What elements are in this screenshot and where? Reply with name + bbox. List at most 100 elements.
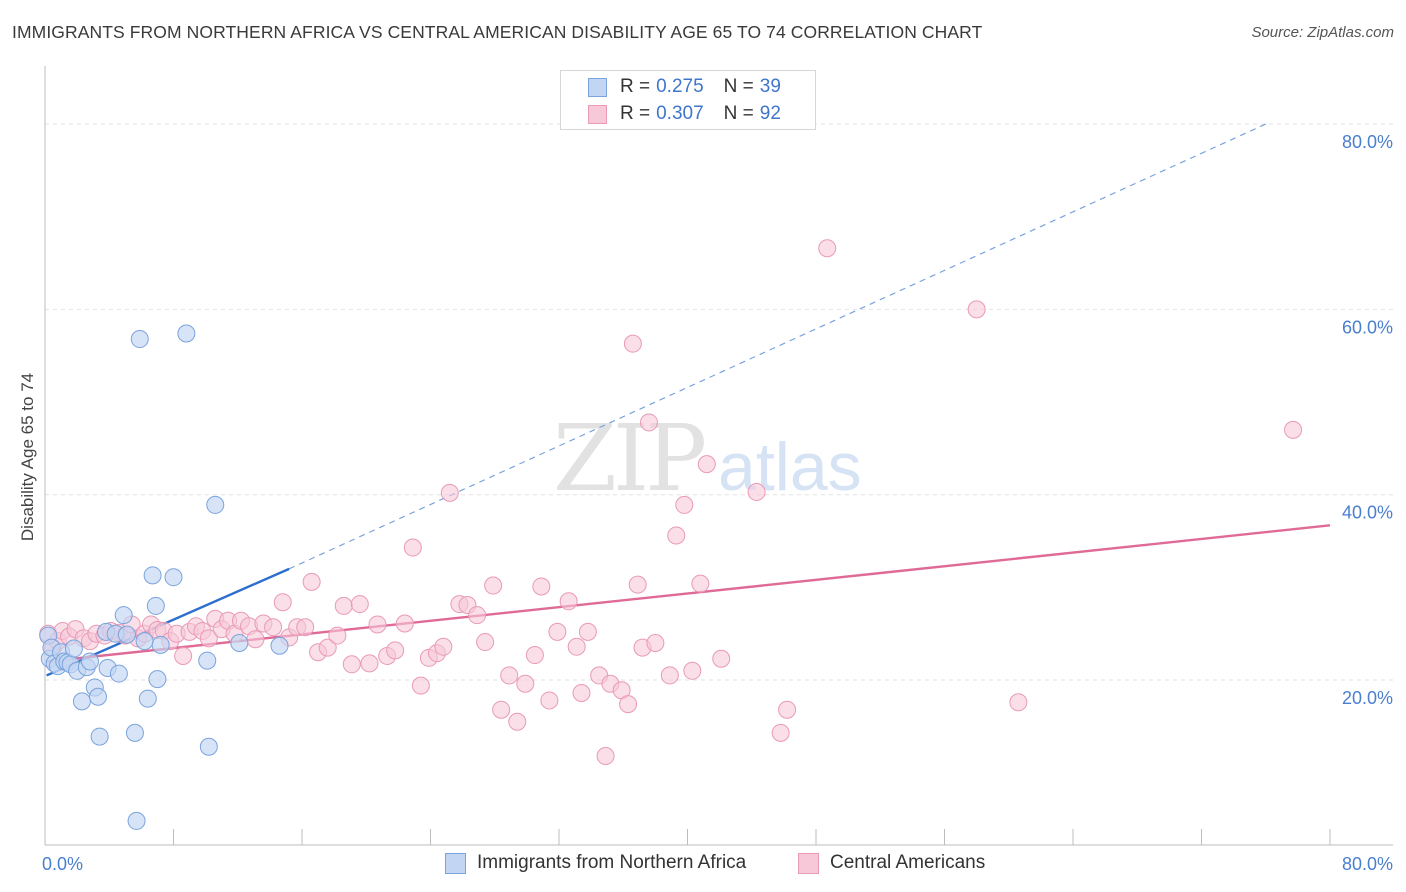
data-point-central-americans bbox=[683, 661, 702, 680]
data-point-central-americans bbox=[246, 630, 265, 649]
data-point-central-americans bbox=[747, 482, 766, 501]
data-point-northern-africa bbox=[146, 596, 165, 615]
data-point-central-americans bbox=[667, 526, 686, 545]
data-point-northern-africa bbox=[138, 689, 157, 708]
data-point-northern-africa bbox=[72, 692, 91, 711]
legend-row-northern-africa: R = 0.275 N = 39 bbox=[561, 74, 781, 100]
legend-row-central-americans: R = 0.307 N = 92 bbox=[561, 101, 781, 127]
data-point-central-americans bbox=[199, 629, 218, 648]
data-point-central-americans bbox=[492, 700, 511, 719]
data-point-northern-africa bbox=[151, 635, 170, 654]
series-northern-africa-points bbox=[39, 324, 289, 830]
data-point-northern-africa bbox=[230, 633, 249, 652]
data-point-central-americans bbox=[675, 495, 694, 514]
data-point-central-americans bbox=[567, 637, 586, 656]
data-point-central-americans bbox=[350, 595, 369, 614]
y-tick-label: 40.0% bbox=[1342, 503, 1393, 523]
data-point-central-americans bbox=[360, 654, 379, 673]
y-tick-label: 20.0% bbox=[1342, 688, 1393, 708]
watermark-zip: ZIP bbox=[553, 405, 704, 512]
data-point-central-americans bbox=[572, 684, 591, 703]
data-point-central-americans bbox=[440, 483, 459, 502]
legend-swatch-northern-africa bbox=[445, 852, 466, 874]
legend-label-central-americans: Central Americans bbox=[830, 852, 986, 873]
data-point-northern-africa bbox=[148, 670, 167, 689]
data-point-northern-africa bbox=[89, 687, 108, 706]
legend-r-label: R = bbox=[620, 76, 651, 97]
legend-swatch-central-americans bbox=[588, 104, 607, 124]
legend-n-label: N = bbox=[723, 103, 754, 124]
data-point-northern-africa bbox=[109, 664, 128, 683]
data-point-central-americans bbox=[296, 618, 315, 637]
legend-n-label: N = bbox=[723, 76, 754, 97]
data-point-northern-africa bbox=[270, 636, 289, 655]
data-point-northern-africa bbox=[90, 727, 109, 746]
data-point-central-americans bbox=[476, 633, 495, 652]
data-point-northern-africa bbox=[114, 606, 133, 625]
data-point-central-americans bbox=[328, 626, 347, 645]
y-tick-label: 80.0% bbox=[1342, 132, 1393, 152]
data-point-central-americans bbox=[500, 666, 519, 685]
data-point-central-americans bbox=[273, 593, 292, 612]
legend-n-value: 39 bbox=[759, 76, 781, 97]
data-point-central-americans bbox=[639, 413, 658, 432]
data-point-northern-africa bbox=[64, 639, 83, 658]
data-point-northern-africa bbox=[130, 330, 149, 349]
data-point-northern-africa bbox=[164, 568, 183, 587]
data-point-central-americans bbox=[540, 691, 559, 710]
data-point-central-americans bbox=[697, 455, 716, 474]
legend-r-value: 0.275 bbox=[656, 76, 704, 97]
data-point-northern-africa bbox=[135, 632, 154, 651]
data-point-central-americans bbox=[660, 666, 679, 685]
tick-labels: 20.0% 40.0% 60.0% 80.0% 0.0% 80.0% bbox=[42, 132, 1393, 874]
data-point-central-americans bbox=[334, 596, 353, 615]
series-central-americans-points bbox=[39, 239, 1303, 766]
trend-lines bbox=[46, 123, 1331, 677]
data-point-central-americans bbox=[619, 695, 638, 714]
data-point-central-americans bbox=[342, 655, 361, 674]
data-point-central-americans bbox=[596, 747, 615, 766]
legend-r-label: R = bbox=[620, 103, 651, 124]
data-point-northern-africa bbox=[117, 625, 136, 644]
data-point-central-americans bbox=[578, 622, 597, 641]
chart-title: IMMIGRANTS FROM NORTHERN AFRICA VS CENTR… bbox=[12, 22, 983, 42]
data-point-northern-africa bbox=[198, 651, 217, 670]
data-point-central-americans bbox=[174, 646, 193, 665]
data-point-central-americans bbox=[628, 575, 647, 594]
data-point-central-americans bbox=[1284, 420, 1303, 439]
watermark-atlas: atlas bbox=[718, 429, 862, 505]
legend-label-northern-africa: Immigrants from Northern Africa bbox=[477, 852, 747, 873]
data-point-northern-africa bbox=[177, 324, 196, 343]
data-point-central-americans bbox=[967, 300, 986, 319]
data-point-central-americans bbox=[403, 538, 422, 557]
data-point-central-americans bbox=[264, 618, 283, 637]
data-point-northern-africa bbox=[80, 652, 99, 671]
data-point-central-americans bbox=[778, 700, 797, 719]
series-legend: Immigrants from Northern Africa Central … bbox=[0, 852, 1406, 876]
data-point-central-americans bbox=[548, 622, 567, 641]
data-point-central-americans bbox=[386, 641, 405, 660]
x-tick-label: 0.0% bbox=[42, 854, 83, 874]
data-point-central-americans bbox=[395, 614, 414, 633]
legend-item-central-americans[interactable]: Central Americans bbox=[798, 852, 985, 874]
data-point-northern-africa bbox=[127, 811, 146, 830]
watermark: ZIP atlas bbox=[553, 405, 862, 512]
legend-n-value: 92 bbox=[759, 103, 781, 124]
data-point-central-americans bbox=[646, 633, 665, 652]
correlation-legend: R = 0.275 N = 39 R = 0.307 N = 92 bbox=[560, 70, 816, 130]
data-point-central-americans bbox=[302, 572, 321, 591]
data-point-central-americans bbox=[516, 674, 535, 693]
data-point-central-americans bbox=[368, 615, 387, 634]
data-point-central-americans bbox=[411, 676, 430, 695]
grid-lines bbox=[45, 123, 1393, 681]
data-point-northern-africa bbox=[125, 723, 144, 742]
legend-r-value: 0.307 bbox=[656, 103, 704, 124]
source-label: Source: ZipAtlas.com bbox=[1251, 24, 1394, 41]
data-point-central-americans bbox=[818, 239, 837, 258]
legend-item-northern-africa[interactable]: Immigrants from Northern Africa bbox=[445, 852, 746, 874]
data-point-central-americans bbox=[484, 576, 503, 595]
data-point-central-americans bbox=[771, 723, 790, 742]
data-point-central-americans bbox=[691, 574, 710, 593]
data-point-northern-africa bbox=[199, 737, 218, 756]
